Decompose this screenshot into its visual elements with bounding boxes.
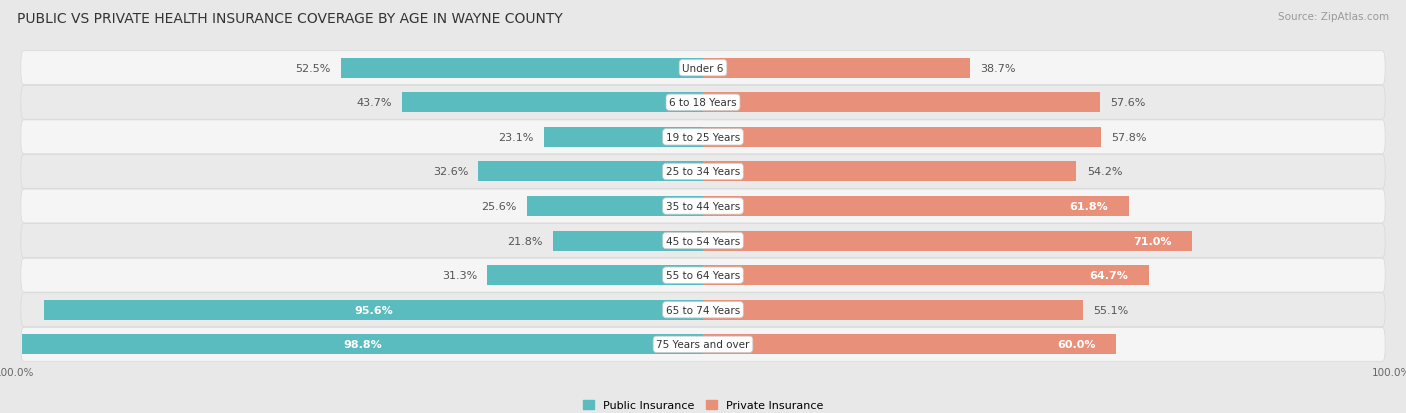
Bar (703, 128, 1101, 147)
Text: 65 to 74 Years: 65 to 74 Years (666, 305, 740, 315)
Text: 55.1%: 55.1% (1092, 305, 1128, 315)
FancyBboxPatch shape (21, 155, 1385, 189)
Text: 95.6%: 95.6% (354, 305, 394, 315)
Text: PUBLIC VS PRIVATE HEALTH INSURANCE COVERAGE BY AGE IN WAYNE COUNTY: PUBLIC VS PRIVATE HEALTH INSURANCE COVER… (17, 12, 562, 26)
Text: 38.7%: 38.7% (980, 64, 1015, 74)
FancyBboxPatch shape (21, 52, 1385, 85)
Text: 6 to 18 Years: 6 to 18 Years (669, 98, 737, 108)
Bar (478, 162, 703, 182)
Text: 45 to 54 Years: 45 to 54 Years (666, 236, 740, 246)
Bar (703, 335, 1116, 354)
Bar (703, 300, 1083, 320)
Text: 71.0%: 71.0% (1133, 236, 1171, 246)
Bar (703, 231, 1192, 251)
Bar (45, 300, 703, 320)
Bar (703, 266, 1149, 285)
Bar (703, 197, 1129, 216)
Text: 54.2%: 54.2% (1087, 167, 1122, 177)
Text: 31.3%: 31.3% (441, 271, 477, 280)
FancyBboxPatch shape (21, 293, 1385, 327)
Bar (342, 59, 703, 78)
Text: Source: ZipAtlas.com: Source: ZipAtlas.com (1278, 12, 1389, 22)
Text: 64.7%: 64.7% (1090, 271, 1128, 280)
Bar (402, 93, 703, 113)
Text: 52.5%: 52.5% (295, 64, 330, 74)
FancyBboxPatch shape (21, 328, 1385, 361)
Text: 60.0%: 60.0% (1057, 339, 1095, 349)
Text: 21.8%: 21.8% (508, 236, 543, 246)
Text: 19 to 25 Years: 19 to 25 Years (666, 133, 740, 142)
FancyBboxPatch shape (21, 224, 1385, 258)
Text: 25.6%: 25.6% (481, 202, 516, 211)
Text: 75 Years and over: 75 Years and over (657, 339, 749, 349)
Text: 61.8%: 61.8% (1070, 202, 1108, 211)
Bar (488, 266, 703, 285)
Text: Under 6: Under 6 (682, 64, 724, 74)
Bar (553, 231, 703, 251)
FancyBboxPatch shape (21, 121, 1385, 154)
FancyBboxPatch shape (21, 190, 1385, 223)
Bar (703, 162, 1077, 182)
Text: 57.6%: 57.6% (1111, 98, 1146, 108)
Bar (544, 128, 703, 147)
Text: 55 to 64 Years: 55 to 64 Years (666, 271, 740, 280)
Text: 35 to 44 Years: 35 to 44 Years (666, 202, 740, 211)
FancyBboxPatch shape (21, 86, 1385, 120)
Bar (22, 335, 703, 354)
FancyBboxPatch shape (21, 259, 1385, 292)
Legend: Public Insurance, Private Insurance: Public Insurance, Private Insurance (579, 395, 827, 413)
Bar (703, 59, 970, 78)
Text: 23.1%: 23.1% (498, 133, 533, 142)
Text: 57.8%: 57.8% (1112, 133, 1147, 142)
Bar (703, 93, 1099, 113)
Bar (527, 197, 703, 216)
Text: 43.7%: 43.7% (356, 98, 392, 108)
Text: 25 to 34 Years: 25 to 34 Years (666, 167, 740, 177)
Text: 98.8%: 98.8% (343, 339, 382, 349)
Text: 32.6%: 32.6% (433, 167, 468, 177)
